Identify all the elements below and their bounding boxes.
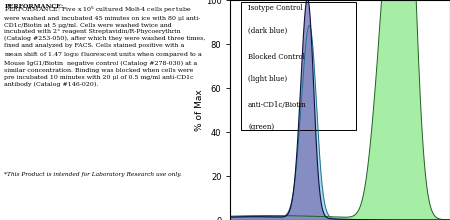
Text: anti-CD1c/Biotin: anti-CD1c/Biotin bbox=[248, 101, 307, 109]
Text: (green): (green) bbox=[248, 123, 274, 131]
Text: Blocked Control: Blocked Control bbox=[248, 53, 305, 61]
Bar bbox=[242, 2, 356, 130]
Text: PERFORMANCE:: PERFORMANCE: bbox=[4, 4, 63, 9]
Text: PERFORMANCE: Five x 10$^5$ cultured Molt-4 cells per tube
were washed and incuba: PERFORMANCE: Five x 10$^5$ cultured Molt… bbox=[4, 4, 206, 87]
Text: (dark blue): (dark blue) bbox=[248, 26, 287, 34]
Y-axis label: % of Max: % of Max bbox=[195, 89, 204, 131]
Text: (light blue): (light blue) bbox=[248, 75, 287, 83]
Text: *This Product is intended for Laboratory Research use only.: *This Product is intended for Laboratory… bbox=[4, 172, 182, 177]
Text: Isotype Control: Isotype Control bbox=[248, 4, 303, 12]
